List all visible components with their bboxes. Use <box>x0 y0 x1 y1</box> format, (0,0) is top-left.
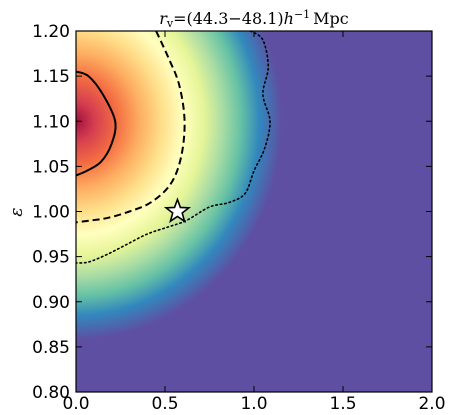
title-unit: Mpc <box>313 9 349 28</box>
title-superscript: −1 <box>294 8 310 21</box>
x-tick-labels: 0.0 0.5 1.0 1.5 2.0 <box>62 394 445 414</box>
axis-ticks <box>75 30 433 393</box>
contour-solid <box>76 70 117 177</box>
title-r: r <box>159 9 168 28</box>
title-h: h <box>284 9 294 28</box>
contour-dotted <box>76 31 271 264</box>
heatmap-field <box>76 31 432 392</box>
x-tick-label: 0.0 <box>62 394 89 414</box>
title-range: =(44.3−48.1) <box>173 9 284 28</box>
title-subscript: v <box>166 17 174 30</box>
y-tick-label: 0.90 <box>32 293 70 313</box>
y-tick-labels: 0.80 0.85 0.90 0.95 1.00 1.05 1.10 1.15 1.20 <box>32 22 70 403</box>
y-tick-label: 1.00 <box>32 203 70 223</box>
x-tick-label: 0.5 <box>151 394 178 414</box>
y-tick-label: 0.80 <box>32 383 70 403</box>
chart-title: rv=(44.3−48.1)h−1 Mpc <box>159 8 349 30</box>
plot-area <box>75 30 433 393</box>
x-tick-label: 1.5 <box>329 394 356 414</box>
x-tick-label: 2.0 <box>418 394 445 414</box>
y-tick-label: 1.20 <box>32 22 70 42</box>
y-tick-label: 1.15 <box>32 67 70 87</box>
y-tick-label: 0.95 <box>32 248 70 268</box>
y-tick-label: 0.85 <box>32 338 70 358</box>
y-tick-label: 1.10 <box>32 112 70 132</box>
contour-dashed <box>76 31 186 224</box>
y-tick-label: 1.05 <box>32 157 70 177</box>
x-tick-label: 1.0 <box>240 394 267 414</box>
y-axis-label: ε <box>7 207 27 216</box>
contour-lines <box>76 31 271 264</box>
star-marker-icon <box>163 197 192 224</box>
